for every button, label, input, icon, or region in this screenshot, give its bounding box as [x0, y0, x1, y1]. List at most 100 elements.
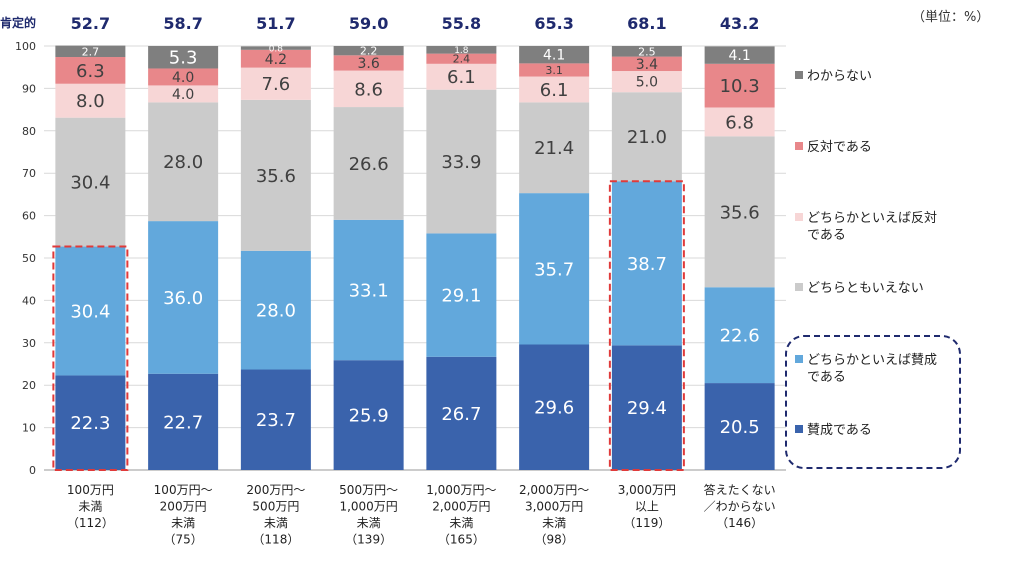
- data-label: 3.1: [545, 64, 563, 77]
- bar-segment: [148, 85, 219, 103]
- data-label: 4.1: [543, 48, 565, 64]
- data-label: 5.0: [636, 75, 658, 91]
- x-tick-label: 3,000万円: [525, 500, 583, 514]
- data-label: 2.5: [638, 45, 656, 58]
- bar-segment: [240, 250, 311, 370]
- positive-total-label: 52.7: [71, 14, 110, 33]
- legend-label: である: [807, 228, 846, 243]
- data-label: 3.4: [636, 57, 658, 73]
- positive-total-label: 43.2: [720, 14, 759, 33]
- x-tick-label: （98）: [534, 533, 573, 547]
- data-label: 26.7: [441, 404, 481, 425]
- data-label: 35.7: [534, 259, 574, 280]
- bar-segment: [519, 76, 590, 103]
- data-label: 2.4: [453, 53, 471, 66]
- legend-label: どちらともいえない: [807, 281, 924, 296]
- data-label: 36.0: [163, 288, 203, 309]
- x-tick-label: （112）: [67, 516, 114, 530]
- bar-segment: [240, 369, 311, 470]
- data-label: 4.0: [172, 87, 194, 103]
- bar-segment: [55, 83, 126, 118]
- y-tick-label: 70: [22, 167, 36, 180]
- bar-segment: [333, 55, 404, 71]
- legend-label: である: [807, 370, 846, 385]
- data-label: 10.3: [720, 76, 760, 97]
- data-label: 28.0: [256, 301, 296, 322]
- data-label: 20.5: [720, 417, 760, 438]
- data-label: 6.1: [540, 80, 569, 101]
- legend-swatch: [795, 142, 803, 150]
- bar-segment: [333, 107, 404, 220]
- x-tick-label: 200万円～: [246, 483, 305, 497]
- data-label: 33.9: [441, 152, 481, 173]
- unit-note: （単位：%）: [912, 10, 990, 25]
- x-tick-label: 未満: [78, 500, 102, 514]
- positive-total-label: 58.7: [163, 14, 202, 33]
- bar-segment: [704, 46, 775, 64]
- data-label: 22.3: [70, 413, 110, 434]
- data-label: 35.6: [720, 202, 760, 223]
- x-tick-label: 1,000万円～: [426, 483, 496, 497]
- bar-segment: [55, 375, 126, 470]
- data-label: 2.2: [360, 45, 378, 58]
- x-tick-label: 200万円: [160, 500, 207, 514]
- bar-segment: [240, 46, 311, 50]
- bar-segment: [704, 107, 775, 137]
- x-tick-label: 100万円: [67, 483, 114, 497]
- bar-segment: [333, 70, 404, 108]
- bar-segment: [704, 63, 775, 108]
- legend-highlight-box: [785, 335, 961, 469]
- positive-total-label: 65.3: [534, 14, 573, 33]
- x-tick-label: 未満: [171, 516, 195, 530]
- legend-swatch: [795, 213, 803, 221]
- x-tick-label: （119）: [623, 516, 670, 530]
- bar-segment: [426, 233, 497, 357]
- data-label: 4.2: [265, 52, 287, 68]
- bar-segment: [611, 345, 682, 470]
- data-label: 22.7: [163, 412, 203, 433]
- y-tick-label: 80: [22, 125, 36, 138]
- legend-label: わからない: [807, 69, 872, 84]
- bar-segment: [704, 287, 775, 384]
- legend-label: どちらかといえば賛成: [807, 353, 937, 368]
- data-label: 30.4: [70, 173, 110, 194]
- bar-segment: [333, 46, 404, 56]
- bar-segment: [519, 102, 590, 194]
- positive-total-label: 55.8: [442, 14, 481, 33]
- bar-segment: [333, 219, 404, 361]
- y-tick-label: 0: [29, 464, 36, 477]
- data-label: 30.4: [70, 301, 110, 322]
- positive-total-label: 51.7: [256, 14, 295, 33]
- data-label: 5.3: [169, 48, 198, 69]
- x-tick-label: 2,000万円: [432, 500, 490, 514]
- y-tick-label: 30: [22, 337, 36, 350]
- legend-label: どちらかといえば反対: [807, 211, 937, 226]
- x-tick-label: 500万円: [252, 500, 299, 514]
- positive-label: 肯定的: [0, 15, 36, 30]
- y-tick-label: 50: [22, 252, 36, 265]
- data-label: 29.1: [441, 286, 481, 307]
- x-tick-label: 1,000万円: [339, 500, 397, 514]
- bar-segment: [519, 46, 590, 64]
- legend-swatch: [795, 425, 803, 433]
- x-tick-label: （118）: [252, 533, 299, 547]
- data-label: 29.6: [534, 398, 574, 419]
- bar-segment: [704, 383, 775, 470]
- data-label: 8.6: [354, 79, 383, 100]
- bar-segment: [519, 344, 590, 470]
- data-label: 6.1: [447, 67, 476, 88]
- bar-segment: [148, 221, 219, 374]
- positive-total-label: 59.0: [349, 14, 388, 33]
- bar-segment: [519, 193, 590, 345]
- x-tick-label: 100万円～: [154, 483, 213, 497]
- data-label: 23.7: [256, 410, 296, 431]
- bar-segment: [240, 67, 311, 100]
- x-tick-label: 答えたくない: [704, 482, 776, 497]
- legend-swatch: [795, 355, 803, 363]
- data-label: 28.0: [163, 152, 203, 173]
- data-label: 6.3: [76, 61, 105, 82]
- data-label: 33.1: [349, 280, 389, 301]
- y-tick-label: 60: [22, 210, 36, 223]
- x-tick-label: 3,000万円: [618, 483, 676, 497]
- data-label: 3.6: [357, 56, 379, 72]
